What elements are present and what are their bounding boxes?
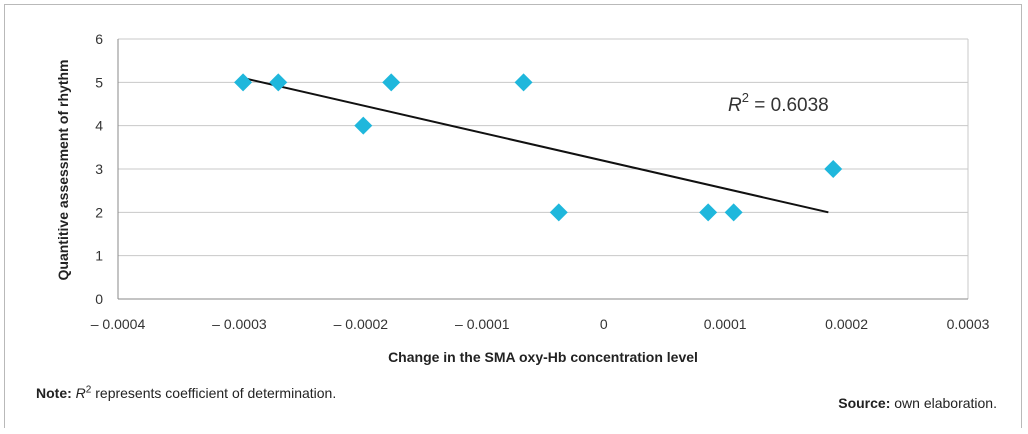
- data-point: [724, 203, 743, 222]
- r-squared-annotation: R2 = 0.6038: [728, 90, 829, 116]
- data-point: [234, 73, 253, 92]
- x-axis-title: Change in the SMA oxy-Hb concentration l…: [388, 349, 698, 365]
- r-squared-value: = 0.6038: [749, 95, 829, 116]
- data-point: [514, 73, 533, 92]
- x-tick-label: 0.0001: [704, 316, 747, 332]
- x-tick-label: – 0.0004: [91, 316, 146, 332]
- axes: [117, 39, 969, 300]
- data-points: [234, 73, 843, 222]
- tick-labels: 0 1 2 3 4 5 6 – 0.0004 – 0.0003 – 0.0002 – 0.0001 0…: [91, 31, 990, 332]
- y-tick-label: 3: [95, 161, 103, 177]
- data-point: [824, 160, 843, 178]
- figure-source: Source: own elaboration.: [838, 395, 997, 411]
- data-point: [699, 203, 718, 222]
- x-tick-label: – 0.0001: [455, 316, 510, 332]
- figure-frame: [4, 4, 1022, 428]
- trendline-layer: [242, 77, 829, 214]
- data-point: [269, 73, 288, 92]
- y-tick-label: 5: [95, 74, 103, 90]
- figure-note: Note: R2 represents coefficient of deter…: [36, 385, 336, 401]
- data-point: [382, 73, 401, 92]
- note-label: Note:: [36, 385, 72, 401]
- r-superscript: 2: [742, 90, 749, 105]
- y-tick-label: 0: [95, 291, 103, 307]
- y-tick-label: 6: [95, 31, 103, 47]
- data-point: [549, 203, 568, 222]
- x-tick-label: 0.0003: [947, 316, 990, 332]
- data-point: [354, 116, 373, 135]
- y-tick-label: 1: [95, 248, 103, 264]
- note-symbol: R: [75, 385, 86, 401]
- x-tick-label: 0.0002: [825, 316, 868, 332]
- r-symbol: R: [728, 95, 742, 116]
- y-tick-label: 4: [95, 118, 103, 134]
- source-text: own elaboration.: [890, 395, 997, 411]
- x-tick-label: – 0.0003: [212, 316, 267, 332]
- source-label: Source:: [838, 395, 891, 411]
- y-axis-title: Quantitive assessment of rhythm: [55, 60, 71, 281]
- note-superscript: 2: [85, 384, 92, 396]
- trendline: [242, 77, 829, 214]
- x-tick-label: 0: [600, 316, 608, 332]
- y-tick-label: 2: [95, 204, 103, 220]
- x-tick-label: – 0.0002: [334, 316, 389, 332]
- note-text: represents coefficient of determination.: [91, 385, 337, 401]
